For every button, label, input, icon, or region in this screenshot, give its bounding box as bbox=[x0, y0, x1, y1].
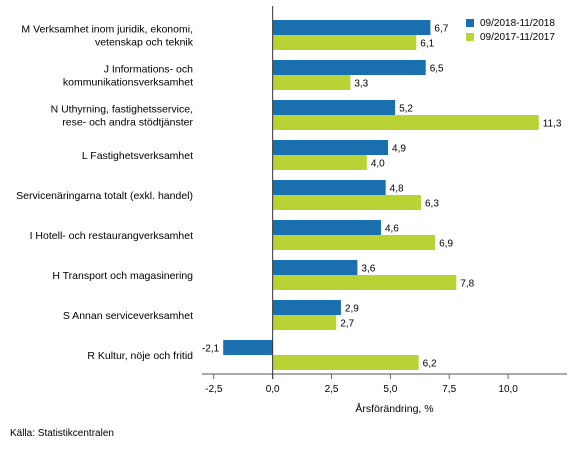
category-label: H Transport och magasinering bbox=[52, 270, 193, 282]
data-label-1: 2,9 bbox=[345, 304, 359, 315]
x-tick-label: 2,5 bbox=[325, 384, 339, 395]
x-tick-label: 10,0 bbox=[498, 384, 518, 395]
data-label-2: 11,3 bbox=[543, 119, 562, 130]
data-label-1: 5,2 bbox=[399, 104, 413, 115]
x-tick-label: 7,5 bbox=[442, 384, 456, 395]
legend-item-series-1: 09/2018-11/2018 bbox=[466, 16, 555, 30]
category-label: L Fastighetsverksamhet bbox=[82, 150, 193, 162]
data-label-2: 7,8 bbox=[460, 279, 474, 290]
data-label-1: 3,6 bbox=[361, 264, 375, 275]
bar-1 bbox=[272, 300, 341, 315]
legend-item-series-2: 09/2017-11/2017 bbox=[466, 30, 555, 44]
bar-1 bbox=[272, 100, 396, 115]
legend: 09/2018-11/2018 09/2017-11/2017 bbox=[466, 16, 555, 44]
bar-2 bbox=[272, 275, 457, 290]
legend-label-series-2: 09/2017-11/2017 bbox=[480, 31, 555, 43]
data-label-1: 4,8 bbox=[390, 184, 404, 195]
data-label-1: -2,1 bbox=[202, 344, 220, 355]
category-label: J Informations- och kommunikationsverksam… bbox=[63, 64, 193, 89]
category-label: N Uthyrning, fastighetsservice, rese- och… bbox=[51, 104, 194, 129]
x-tick-label: 0,0 bbox=[266, 384, 280, 395]
legend-swatch-series-2 bbox=[466, 33, 474, 41]
bar-2 bbox=[272, 315, 337, 330]
category-label: R Kultur, nöje och fritid bbox=[87, 350, 193, 362]
category-label: M Verksamhet inom juridik, ekonomi, veten… bbox=[21, 24, 193, 49]
category-label: I Hotell- och restaurangverksamhet bbox=[30, 230, 193, 242]
data-label-2: 6,9 bbox=[439, 239, 453, 250]
bar-2 bbox=[272, 355, 419, 370]
x-tick-label: -2,5 bbox=[205, 384, 223, 395]
category-label: S Annan serviceverksamhet bbox=[63, 310, 193, 322]
bar-1 bbox=[272, 220, 381, 235]
bar-2 bbox=[272, 195, 421, 210]
bar-2 bbox=[272, 75, 351, 90]
bar-1 bbox=[272, 260, 358, 275]
legend-label-series-1: 09/2018-11/2018 bbox=[480, 17, 555, 29]
bar-2 bbox=[272, 35, 417, 50]
bar-2 bbox=[272, 235, 436, 250]
bar-2 bbox=[272, 155, 367, 170]
bar-1 bbox=[272, 180, 386, 195]
data-label-2: 4,0 bbox=[371, 159, 385, 170]
legend-swatch-series-1 bbox=[466, 19, 474, 27]
category-label: Servicenäringarna totalt (exkl. handel) bbox=[16, 190, 193, 202]
data-label-2: 6,1 bbox=[420, 39, 434, 50]
x-tick-label: 5,0 bbox=[383, 384, 397, 395]
data-label-1: 6,7 bbox=[434, 24, 448, 35]
data-label-2: 3,3 bbox=[354, 79, 368, 90]
data-label-2: 2,7 bbox=[340, 319, 354, 330]
source-note: Källa: Statistikcentralen bbox=[10, 428, 114, 439]
data-label-1: 4,6 bbox=[385, 224, 399, 235]
bar-1 bbox=[272, 20, 431, 35]
data-label-1: 6,5 bbox=[430, 64, 444, 75]
x-axis-title: Årsförändring, % bbox=[355, 402, 433, 415]
bar-1 bbox=[223, 340, 273, 355]
bar-2 bbox=[272, 115, 539, 130]
bar-1 bbox=[272, 140, 389, 155]
data-label-2: 6,3 bbox=[425, 199, 439, 210]
data-label-1: 4,9 bbox=[392, 144, 406, 155]
data-label-2: 6,2 bbox=[423, 359, 437, 370]
bar-1 bbox=[272, 60, 426, 75]
